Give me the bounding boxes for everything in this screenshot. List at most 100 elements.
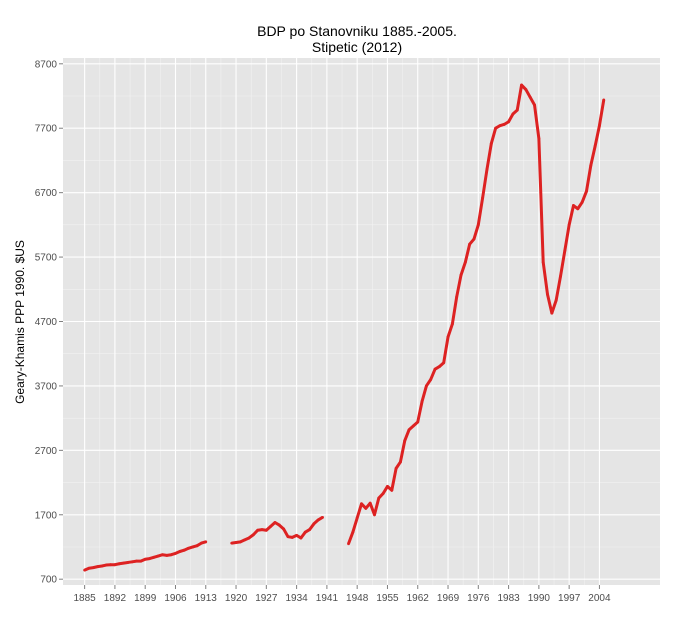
y-tick-label: 6700 [35, 188, 58, 199]
data-point [455, 295, 459, 299]
data-point [459, 273, 463, 277]
data-point [360, 502, 363, 506]
data-point [390, 488, 394, 492]
data-point [260, 528, 264, 531]
x-tick-label: 1962 [407, 593, 430, 604]
chart-subtitle: Stipetic (2012) [312, 39, 402, 55]
data-point [247, 536, 251, 540]
data-point [316, 518, 320, 522]
data-point [269, 524, 273, 528]
data-point [251, 533, 255, 537]
data-point [416, 420, 420, 424]
data-point [463, 260, 467, 264]
data-point [264, 528, 268, 532]
data-point [238, 540, 242, 544]
data-point [277, 523, 281, 527]
data-point [230, 541, 234, 545]
data-point [546, 293, 549, 296]
data-point [135, 559, 138, 563]
data-point [386, 485, 389, 488]
y-tick-label: 8700 [35, 59, 58, 70]
data-point [602, 98, 606, 102]
data-point [113, 563, 117, 567]
data-point [256, 528, 260, 532]
series-layer [83, 83, 606, 572]
x-tick-label: 1948 [346, 593, 369, 604]
data-point [182, 548, 186, 552]
data-point [273, 521, 277, 524]
data-point [524, 88, 528, 91]
data-point [576, 207, 580, 211]
data-point [148, 557, 151, 560]
y-tick-label: 1700 [35, 510, 58, 521]
data-point [567, 223, 571, 227]
data-point [174, 552, 177, 555]
data-point [593, 144, 597, 148]
data-point [580, 200, 584, 204]
data-point [303, 530, 307, 534]
data-point [403, 439, 407, 443]
data-point [563, 249, 567, 253]
y-tick-label: 5700 [35, 253, 58, 264]
data-point [481, 196, 485, 200]
data-point [437, 365, 441, 368]
data-point [299, 536, 303, 540]
data-point [528, 95, 532, 99]
grid-major [63, 58, 660, 585]
data-point [511, 112, 515, 116]
x-tick-label: 1899 [134, 593, 157, 604]
data-point [312, 522, 316, 526]
data-point [195, 544, 199, 548]
data-point [446, 335, 450, 339]
data-point [498, 124, 502, 128]
data-point [554, 298, 558, 302]
data-point [295, 533, 299, 537]
x-tick-label: 1934 [285, 593, 308, 604]
data-point [117, 562, 121, 566]
x-tick-label: 1906 [164, 593, 187, 604]
data-point [407, 428, 411, 432]
data-point [450, 322, 454, 326]
data-point [143, 557, 147, 561]
data-point [83, 568, 87, 572]
data-point [368, 501, 372, 505]
data-point [373, 513, 376, 517]
data-point [282, 527, 286, 531]
data-point [109, 563, 112, 567]
data-point [204, 540, 208, 544]
data-point [243, 538, 247, 542]
chart-title: BDP po Stanovniku 1885.-2005. [257, 23, 457, 39]
data-point [130, 560, 134, 564]
data-point [286, 535, 290, 539]
data-point [399, 460, 402, 464]
data-point [122, 561, 125, 565]
data-point [550, 311, 554, 315]
data-point [91, 566, 95, 570]
data-point [321, 515, 324, 519]
data-point [165, 553, 169, 557]
data-point [394, 466, 398, 470]
x-tick-label: 1927 [255, 593, 278, 604]
data-point [187, 546, 190, 550]
data-point [433, 367, 437, 371]
x-tick-label: 1990 [528, 593, 551, 604]
data-point [104, 563, 108, 567]
data-point [485, 168, 489, 171]
x-tick-label: 1969 [437, 593, 460, 604]
data-point [347, 542, 350, 546]
data-point [494, 126, 498, 130]
x-tick-label: 1941 [316, 593, 339, 604]
data-point [424, 384, 428, 388]
data-point [507, 120, 510, 124]
data-point [572, 204, 575, 207]
data-point [169, 553, 173, 557]
data-point [290, 535, 294, 539]
data-point [585, 189, 588, 193]
data-point [364, 506, 368, 510]
data-point [520, 83, 523, 87]
series-line-segment-2 [231, 516, 324, 545]
x-tick-label: 1997 [558, 593, 581, 604]
data-point [96, 565, 100, 569]
data-point [200, 541, 203, 545]
